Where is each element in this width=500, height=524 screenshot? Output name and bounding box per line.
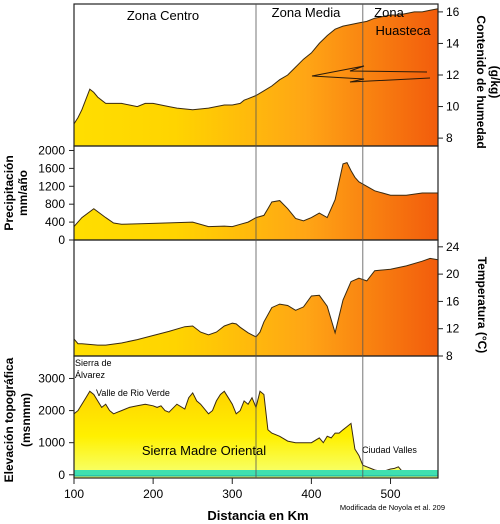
figure-credit: Modificada de Noyola et al. 209 [340,503,445,512]
panel-2-ytick-label: 0 [58,233,65,247]
x-tick-label: 100 [64,487,84,501]
panel-4-ytick-label: 0 [58,468,65,482]
panel-2-ylabel: Precipitación mm/año [2,155,30,230]
x-tick-label: 400 [301,487,321,501]
panel-1-ytick-label: 8 [446,131,453,145]
panel-3-ytick-label: 16 [446,294,460,308]
panel-2-ytick-label: 2000 [38,143,65,157]
panel-3-ylabel: Temperatura (°C) [475,257,489,354]
panel-3-ytick-label: 8 [446,349,453,363]
ylabel-elevacion-2: (msnmm) [19,393,33,447]
zone-label-huasteca-1: Zona [374,5,404,20]
zone-label-huasteca-2: Huasteca [376,23,432,38]
panel-1-ytick-label: 10 [446,100,460,114]
ylabel-precip-2: mm/año [16,170,30,216]
ylabel-elevacion-1: Elevación topográfica [2,357,16,482]
annotation-sierra-alvarez: Sierra de [75,358,112,368]
zone-label-media: Zona Media [272,5,341,20]
ylabel-temperatura: Temperatura (°C) [475,257,489,354]
panel-1: 8 10 12 14 16 [73,3,460,147]
panel-1-ytick-label: 14 [446,36,460,50]
panel-3-line [73,257,439,346]
panel-2-ytick-label: 1200 [38,179,65,193]
x-tick-label: 500 [381,487,401,501]
panel-1-line [73,8,439,125]
panel-3: 8 12 16 20 24 [73,239,460,363]
panel-4-ylabel: Elevación topográfica (msnmm) [2,357,33,482]
panel-3-area [74,258,438,356]
annotation-sierra-alvarez-2: Álvarez [75,370,106,380]
x-tick-label: 200 [143,487,163,501]
x-axis-label: Distancia en Km [207,508,308,523]
panel-3-ytick-label: 12 [446,322,460,336]
annotation-sierra-madre: Sierra Madre Oriental [142,443,266,458]
moisture-flow-arrow [311,65,431,83]
annotation-ciudad-valles: Ciudad Valles [362,445,417,455]
panel-3-ytick-label: 20 [446,267,460,281]
ylabel-humedad-2: (g/kg) [488,66,500,99]
panel-1-ytick-label: 12 [446,68,460,82]
panel-4-ytick-label: 2000 [38,404,65,418]
panel-2-area [74,162,438,240]
panel-3-ytick-label: 24 [446,240,460,254]
ylabel-precip-1: Precipitación [2,155,16,230]
zone-label-centro: Zona Centro [127,8,199,23]
panel-2-ytick-label: 1600 [38,161,65,175]
panel-2-ytick-label: 800 [45,197,65,211]
panel-1-ylabel: Contenido de humedad (g/kg) [474,15,500,148]
annotation-valle-rioverde: Valle de Rio Verde [96,388,170,398]
x-tick-label: 300 [222,487,242,501]
panel-4-ytick-label: 3000 [38,371,65,385]
panel-2-line [73,161,438,228]
panel-1-ytick-label: 16 [446,5,460,19]
panel-2: 0 400 800 1200 1600 2000 [38,143,439,247]
panel-1-area [74,8,438,147]
panel-2-ytick-label: 400 [45,215,65,229]
panel-4-ytick-label: 1000 [38,436,65,450]
ylabel-humedad-1: Contenido de humedad [474,15,488,148]
